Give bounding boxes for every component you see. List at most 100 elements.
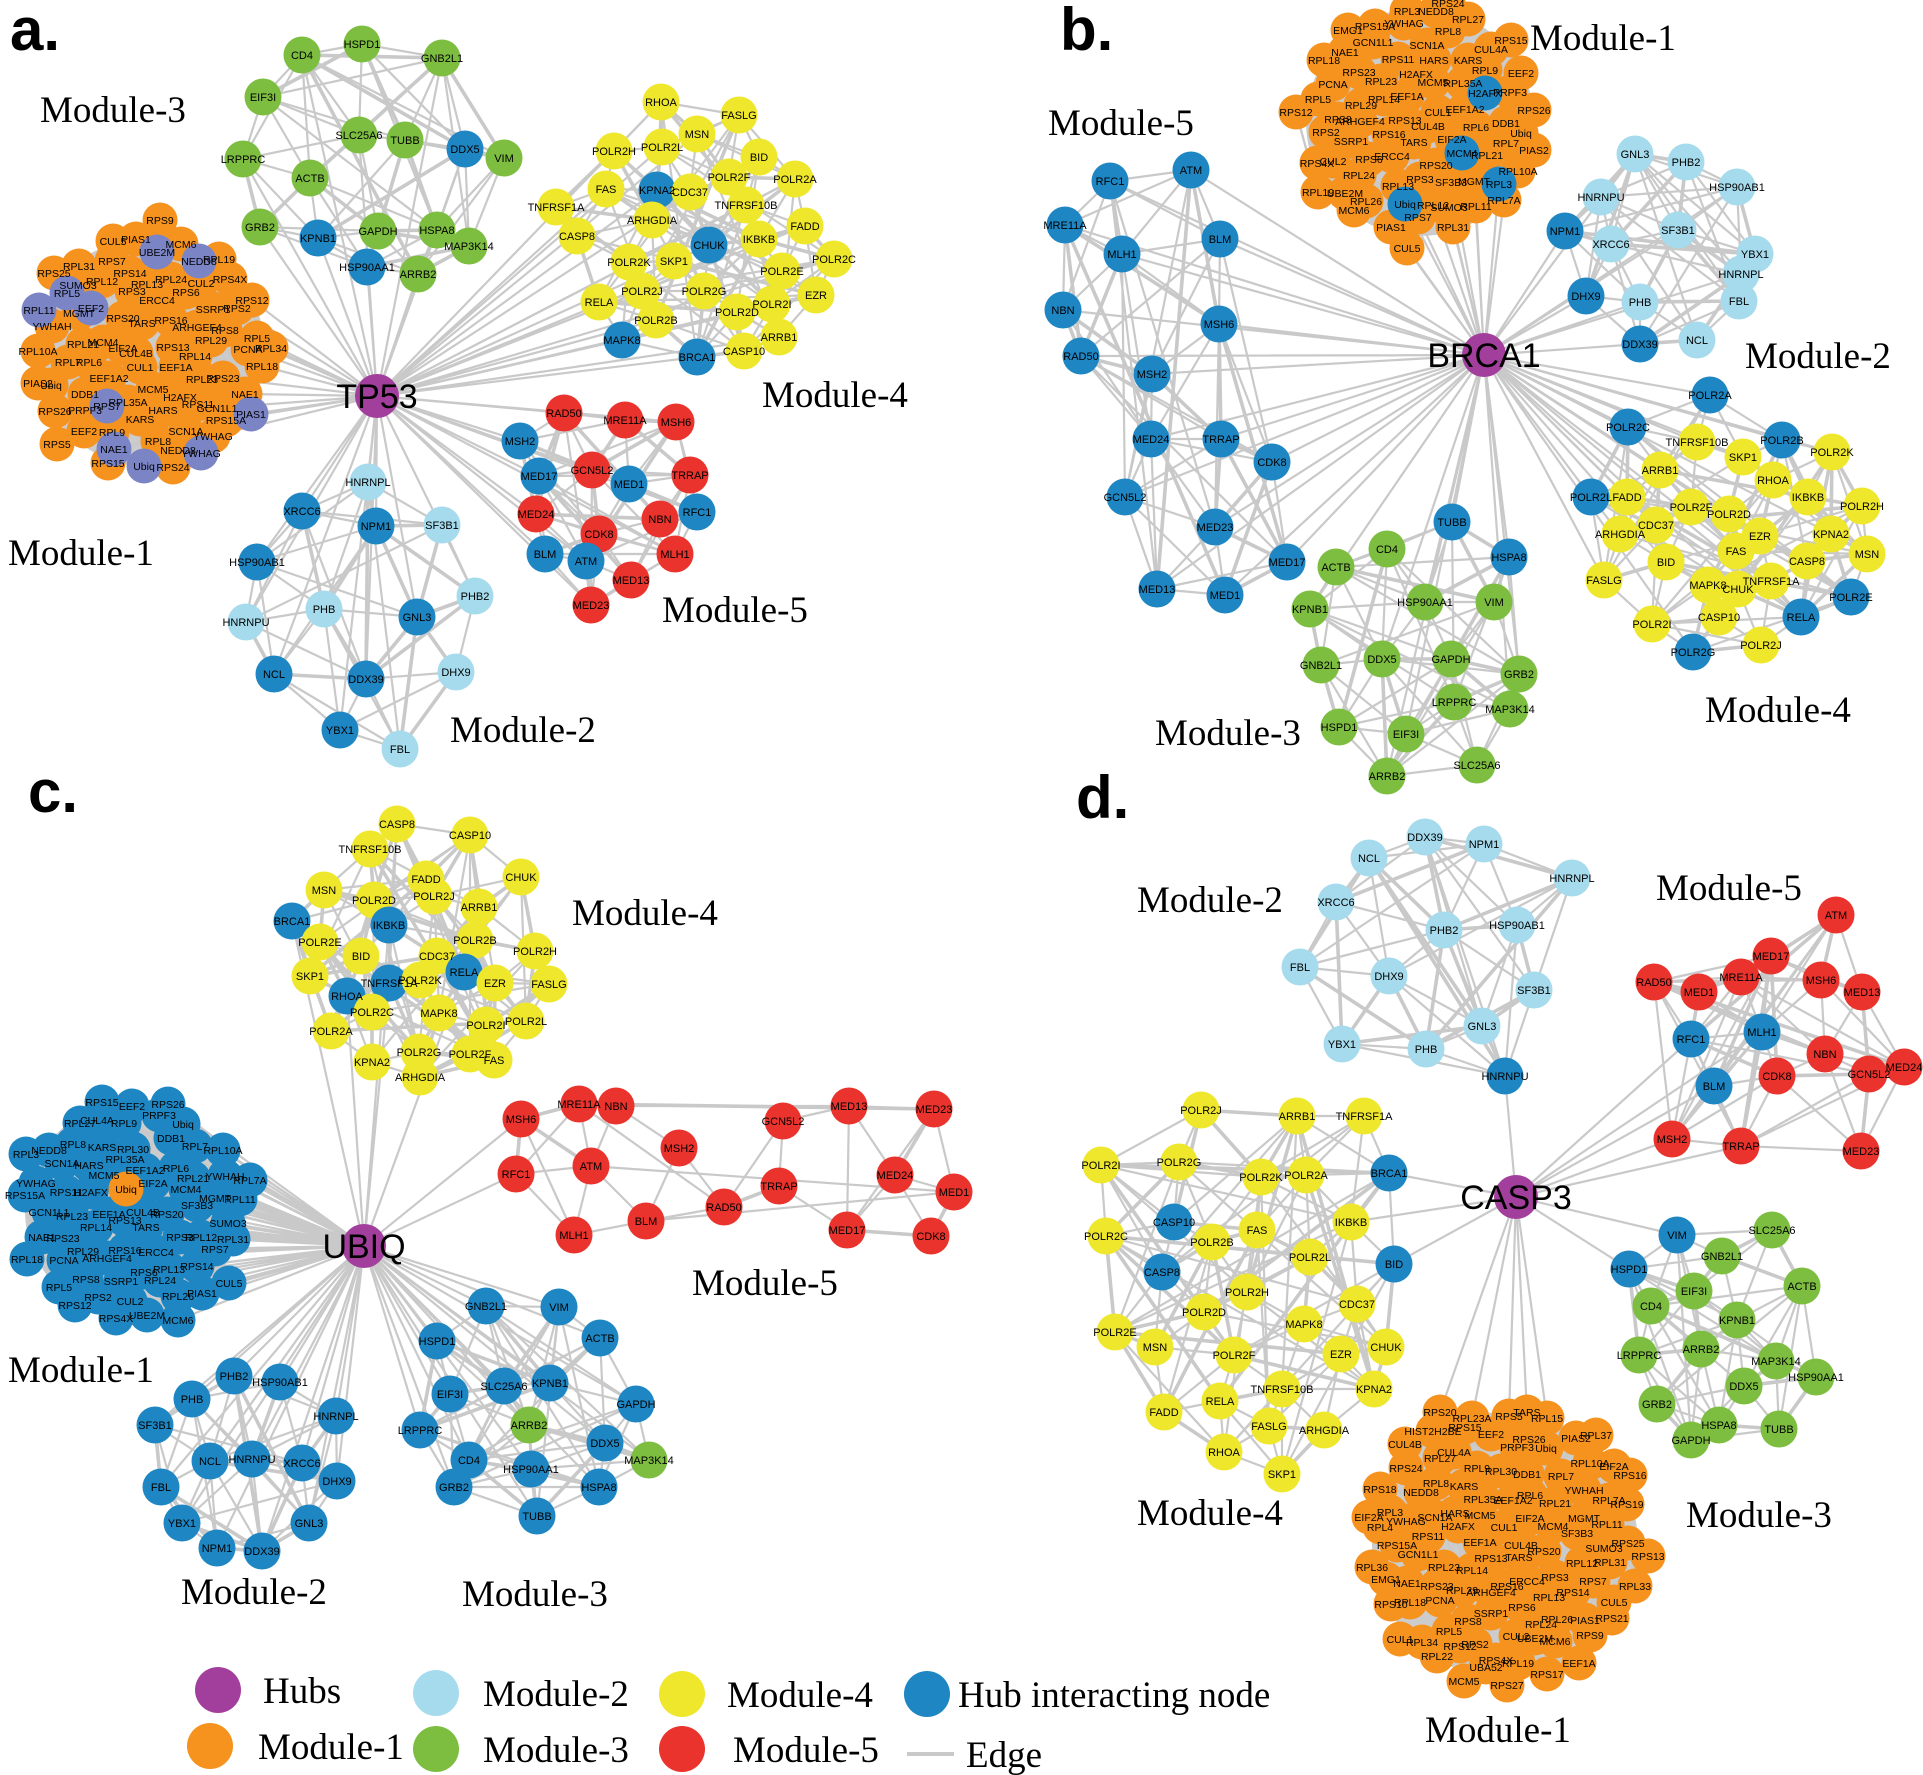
svg-text:MCM5: MCM5 xyxy=(1449,1676,1480,1688)
svg-text:UBE2M: UBE2M xyxy=(1327,188,1363,200)
svg-text:ERCC4: ERCC4 xyxy=(1509,1576,1545,1588)
svg-text:RPL31: RPL31 xyxy=(63,261,95,273)
svg-text:Module-3: Module-3 xyxy=(40,90,186,131)
svg-text:RPL19: RPL19 xyxy=(1302,187,1334,199)
svg-text:MCM5: MCM5 xyxy=(1465,1510,1496,1522)
svg-text:RPL29: RPL29 xyxy=(1345,100,1377,112)
svg-text:FASLG: FASLG xyxy=(1586,575,1621,587)
svg-text:UBA52: UBA52 xyxy=(1469,1662,1502,1674)
svg-text:POLR2E: POLR2E xyxy=(298,937,341,949)
svg-text:RELA: RELA xyxy=(1206,1396,1235,1408)
svg-text:RAD50: RAD50 xyxy=(1636,977,1671,989)
svg-text:DDX39: DDX39 xyxy=(348,674,383,686)
svg-text:DDB1: DDB1 xyxy=(1492,118,1520,130)
svg-text:EEF2: EEF2 xyxy=(71,426,97,438)
svg-text:ACTB: ACTB xyxy=(1321,562,1350,574)
svg-text:EIF2A: EIF2A xyxy=(1354,1512,1383,1524)
svg-text:GNL3: GNL3 xyxy=(403,612,432,624)
svg-text:POLR2B: POLR2B xyxy=(453,935,496,947)
svg-text:MGMT: MGMT xyxy=(1568,1513,1601,1525)
svg-text:RPS8: RPS8 xyxy=(211,325,239,337)
svg-text:TARS: TARS xyxy=(132,1222,159,1234)
svg-text:GCN5L2: GCN5L2 xyxy=(1848,1069,1891,1081)
svg-text:RPL34: RPL34 xyxy=(1406,1637,1438,1649)
svg-text:RPL6: RPL6 xyxy=(1463,122,1489,134)
svg-text:GCN5L2: GCN5L2 xyxy=(571,465,614,477)
svg-text:MED24: MED24 xyxy=(877,1170,914,1182)
svg-text:FASLG: FASLG xyxy=(531,979,566,991)
svg-text:YBX1: YBX1 xyxy=(326,725,354,737)
svg-text:ARRB1: ARRB1 xyxy=(1642,465,1679,477)
svg-text:RPL12: RPL12 xyxy=(1417,200,1449,212)
svg-text:MED17: MED17 xyxy=(521,471,558,483)
svg-text:CD4: CD4 xyxy=(291,50,313,62)
svg-text:MCM4: MCM4 xyxy=(1538,1521,1569,1533)
svg-text:YWHAH: YWHAH xyxy=(32,321,71,333)
svg-text:ARHGDIA: ARHGDIA xyxy=(627,215,678,227)
svg-text:XRCC6: XRCC6 xyxy=(1317,897,1354,909)
svg-text:MCM6: MCM6 xyxy=(163,1315,194,1327)
svg-text:RPS3: RPS3 xyxy=(166,1232,194,1244)
svg-text:RPL13: RPL13 xyxy=(153,1264,185,1276)
svg-text:RPL29: RPL29 xyxy=(67,1246,99,1258)
svg-text:SCN1A: SCN1A xyxy=(1409,40,1444,52)
svg-text:DDX5: DDX5 xyxy=(1729,1381,1758,1393)
svg-text:LRPPRC: LRPPRC xyxy=(1432,697,1477,709)
svg-text:Ubiq: Ubiq xyxy=(1510,128,1532,140)
svg-text:Hubs: Hubs xyxy=(263,1671,341,1712)
svg-text:RPL4: RPL4 xyxy=(1367,1522,1393,1534)
svg-text:MRE11A: MRE11A xyxy=(1719,972,1763,984)
svg-text:SLC25A6: SLC25A6 xyxy=(480,1381,527,1393)
svg-text:EEF1A2: EEF1A2 xyxy=(125,1165,164,1177)
svg-text:MAPK8: MAPK8 xyxy=(603,335,640,347)
svg-text:DDX5: DDX5 xyxy=(450,144,479,156)
svg-text:RPS5: RPS5 xyxy=(43,439,71,451)
svg-text:RPL9: RPL9 xyxy=(111,1118,137,1130)
svg-text:RPL10A: RPL10A xyxy=(1498,166,1537,178)
svg-text:YBX1: YBX1 xyxy=(168,1518,196,1530)
svg-text:NPM1: NPM1 xyxy=(1550,226,1581,238)
svg-text:SSRP1: SSRP1 xyxy=(104,1276,139,1288)
svg-text:HSPD1: HSPD1 xyxy=(344,39,381,51)
svg-text:CDK8: CDK8 xyxy=(916,1231,945,1243)
svg-text:MED23: MED23 xyxy=(1843,1146,1880,1158)
svg-text:POLR2C: POLR2C xyxy=(1084,1231,1128,1243)
svg-text:POLR2A: POLR2A xyxy=(1688,390,1732,402)
svg-text:GNB2L1: GNB2L1 xyxy=(1701,1251,1743,1263)
svg-text:TNFRSF1A: TNFRSF1A xyxy=(1336,1111,1394,1123)
svg-text:MED1: MED1 xyxy=(1210,590,1241,602)
svg-text:RPL27: RPL27 xyxy=(64,1118,96,1130)
svg-text:CUL4B: CUL4B xyxy=(1504,1540,1538,1552)
svg-text:Module-4: Module-4 xyxy=(762,375,908,416)
svg-text:EIF3I: EIF3I xyxy=(250,92,276,104)
svg-text:EZR: EZR xyxy=(1330,1349,1352,1361)
svg-text:ACTB: ACTB xyxy=(585,1333,614,1345)
svg-text:PIAS1: PIAS1 xyxy=(187,1288,217,1300)
svg-text:DDB1: DDB1 xyxy=(1513,1469,1541,1481)
svg-text:YBX1: YBX1 xyxy=(1741,249,1769,261)
svg-text:GCN1L1: GCN1L1 xyxy=(29,1207,70,1219)
svg-text:RPS26: RPS26 xyxy=(1512,1434,1545,1446)
svg-text:CUL4B: CUL4B xyxy=(1388,1439,1422,1451)
svg-text:KPNA2: KPNA2 xyxy=(354,1057,390,1069)
svg-text:RPL23: RPL23 xyxy=(1428,1562,1460,1574)
svg-text:NAE1: NAE1 xyxy=(1331,47,1359,59)
svg-text:IKBKB: IKBKB xyxy=(373,920,405,932)
svg-text:RPS16: RPS16 xyxy=(154,315,187,327)
svg-text:MED23: MED23 xyxy=(573,600,610,612)
svg-text:BLM: BLM xyxy=(534,549,557,561)
svg-text:RPL12: RPL12 xyxy=(1566,1558,1598,1570)
svg-text:CUL4A: CUL4A xyxy=(1437,1447,1471,1459)
svg-text:POLR2A: POLR2A xyxy=(773,174,817,186)
svg-text:Module-4: Module-4 xyxy=(572,893,718,934)
svg-text:CDC37: CDC37 xyxy=(672,187,708,199)
svg-text:POLR2A: POLR2A xyxy=(1284,1170,1328,1182)
svg-text:RPS12: RPS12 xyxy=(235,295,268,307)
svg-text:HNRNPL: HNRNPL xyxy=(345,477,390,489)
svg-text:XRCC6: XRCC6 xyxy=(1592,239,1629,251)
svg-text:EEF1A: EEF1A xyxy=(92,1209,125,1221)
svg-text:RPS10: RPS10 xyxy=(1374,1599,1407,1611)
svg-text:RPL23: RPL23 xyxy=(1365,76,1397,88)
svg-text:RPL31: RPL31 xyxy=(1594,1557,1626,1569)
svg-text:a.: a. xyxy=(10,0,60,63)
